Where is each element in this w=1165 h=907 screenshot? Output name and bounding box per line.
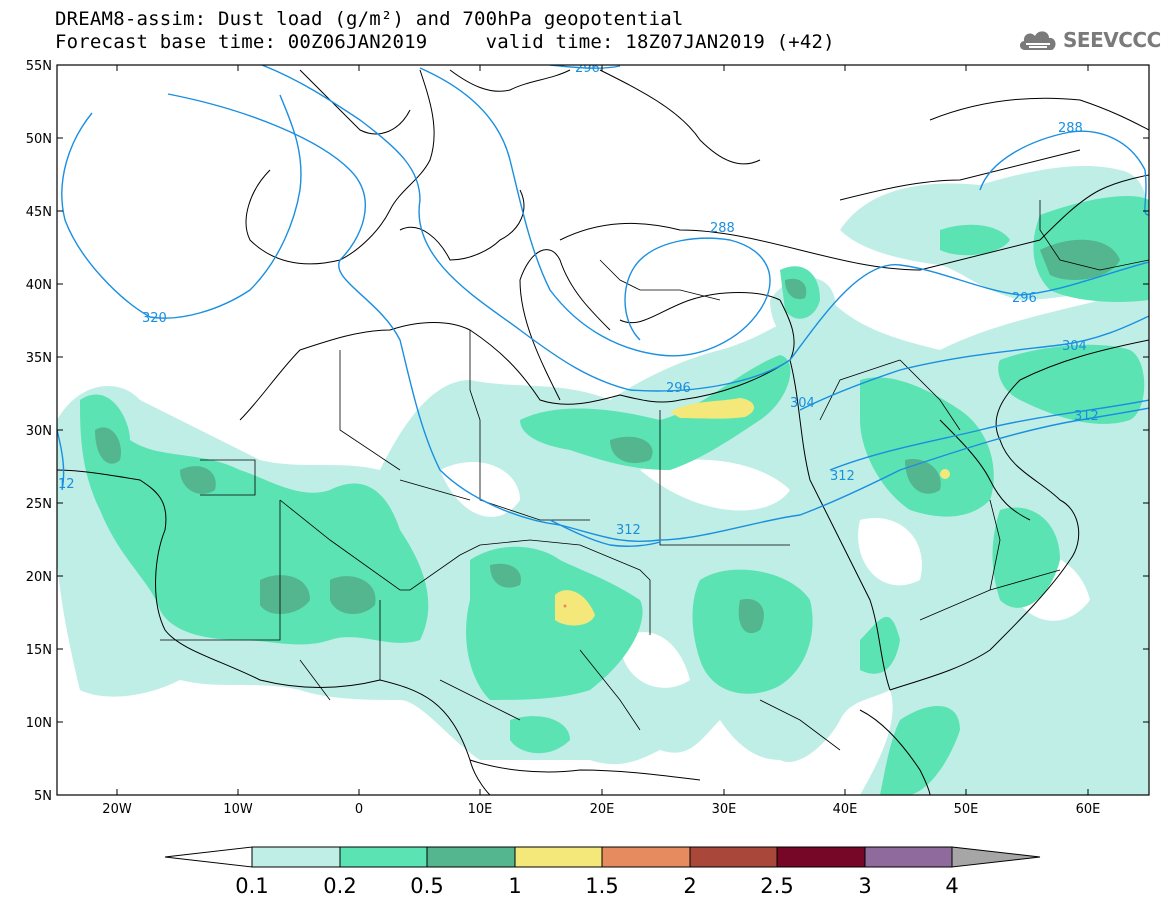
latitude-labels: 55N 50N 45N 40N 35N 30N 25N 20N 15N 10N … (26, 59, 52, 804)
contour-labels: 320 296 288 288 296 304 304 312 312 312 … (58, 61, 1099, 538)
colorbar-swatch (689, 846, 778, 868)
colorbar-swatch (339, 846, 428, 868)
longitude-labels: 20W 10W 0 10E 20E 30E 40E 50E 60E (102, 802, 1100, 817)
lat-label: 50N (26, 132, 52, 147)
seevccc-logo: SEEVCCC (1017, 26, 1161, 54)
contour-label-296-north: 296 (575, 61, 600, 76)
logo-text: SEEVCCC (1063, 28, 1161, 52)
contour-label-304-east: 304 (1062, 339, 1087, 354)
lat-label: 30N (26, 424, 52, 439)
lon-label: 0 (355, 802, 363, 817)
contour-label-312-sahara: 312 (616, 523, 641, 538)
lat-label: 15N (26, 643, 52, 658)
colorbar-labels: 0.1 0.2 0.5 1 1.5 2 2.5 3 4 (235, 874, 958, 898)
latitude-ticks (57, 64, 1149, 796)
colorbar-label: 0.2 (323, 874, 356, 898)
lat-label: 40N (26, 278, 52, 293)
colorbar-swatch (601, 846, 691, 868)
contour-label-312-east: 312 (1074, 409, 1099, 424)
colorbar-min-arrow (164, 846, 253, 868)
lat-label: 5N (34, 789, 52, 804)
lat-label: 35N (26, 351, 52, 366)
contour-label-312-arabia: 312 (830, 469, 855, 484)
contour-label-304-levant: 304 (790, 396, 815, 411)
lon-label: 10W (223, 802, 253, 817)
lat-label: 20N (26, 570, 52, 585)
longitude-ticks (116, 65, 1089, 795)
colorbar-label: 2.5 (760, 874, 793, 898)
colorbar (164, 846, 1041, 868)
contour-label-296-med: 296 (666, 381, 691, 396)
lon-label: 60E (1076, 802, 1101, 817)
lat-label: 10N (26, 716, 52, 731)
colorbar-max-arrow (951, 846, 1041, 868)
colorbar-label: 0.1 (235, 874, 268, 898)
geopotential-contours (57, 65, 1149, 547)
colorbar-swatch (251, 846, 341, 868)
contour-label-312-west: 12 (58, 477, 75, 492)
lat-label: 45N (26, 205, 52, 220)
coastlines (57, 69, 1149, 795)
colorbar-label: 0.5 (410, 874, 443, 898)
colorbar-label: 2 (683, 874, 696, 898)
map-subtitle: Forecast base time: 00Z06JAN2019 valid t… (55, 31, 835, 53)
lat-label: 55N (26, 59, 52, 74)
colorbar-swatch (514, 846, 603, 868)
lat-label: 25N (26, 497, 52, 512)
colorbar-swatch (864, 846, 953, 868)
colorbar-label: 4 (945, 874, 958, 898)
contour-label-288-aegean: 288 (710, 221, 735, 236)
cloud-logo-icon (1019, 31, 1056, 50)
colorbar-label: 1.5 (585, 874, 618, 898)
dust-high-shading (555, 398, 950, 626)
colorbar-swatch (776, 846, 866, 868)
lon-label: 40E (833, 802, 858, 817)
colorbar-label: 1 (508, 874, 521, 898)
lon-label: 50E (954, 802, 979, 817)
contour-label-320: 320 (142, 311, 167, 326)
lon-label: 20W (102, 802, 132, 817)
dust-peak-marker (563, 604, 567, 608)
lon-label: 20E (590, 802, 615, 817)
contour-label-288-caspian: 288 (1058, 121, 1083, 136)
colorbar-swatch (426, 846, 516, 868)
map-title: DREAM8-assim: Dust load (g/m²) and 700hP… (55, 8, 684, 30)
contour-label-296-east: 296 (1012, 291, 1037, 306)
lon-label: 10E (468, 802, 493, 817)
country-borders (160, 200, 1149, 751)
map-area: 320 296 288 288 296 304 304 312 312 312 … (57, 61, 1149, 795)
lon-label: 30E (712, 802, 737, 817)
colorbar-label: 3 (858, 874, 871, 898)
